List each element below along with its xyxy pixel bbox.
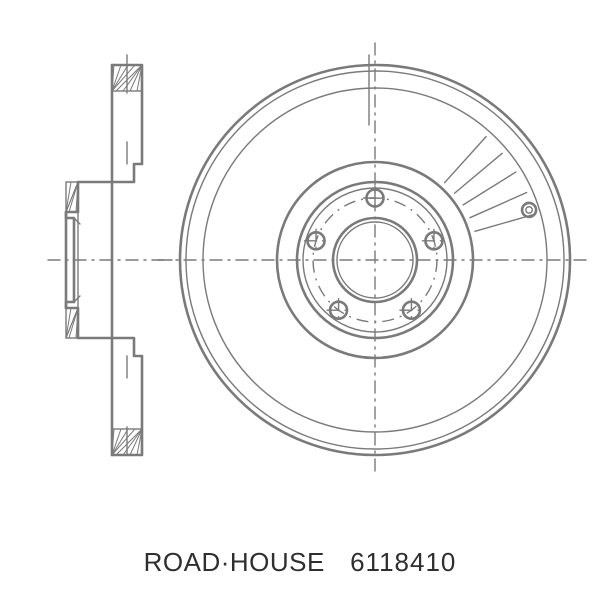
part-number: 6118410	[350, 547, 456, 577]
brand-label: ROAD·HOUSE	[144, 547, 325, 577]
caption: ROAD·HOUSE 6118410	[0, 547, 600, 578]
figure-canvas: ROAD·HOUSE 6118410	[0, 0, 600, 600]
technical-drawing	[0, 0, 600, 600]
